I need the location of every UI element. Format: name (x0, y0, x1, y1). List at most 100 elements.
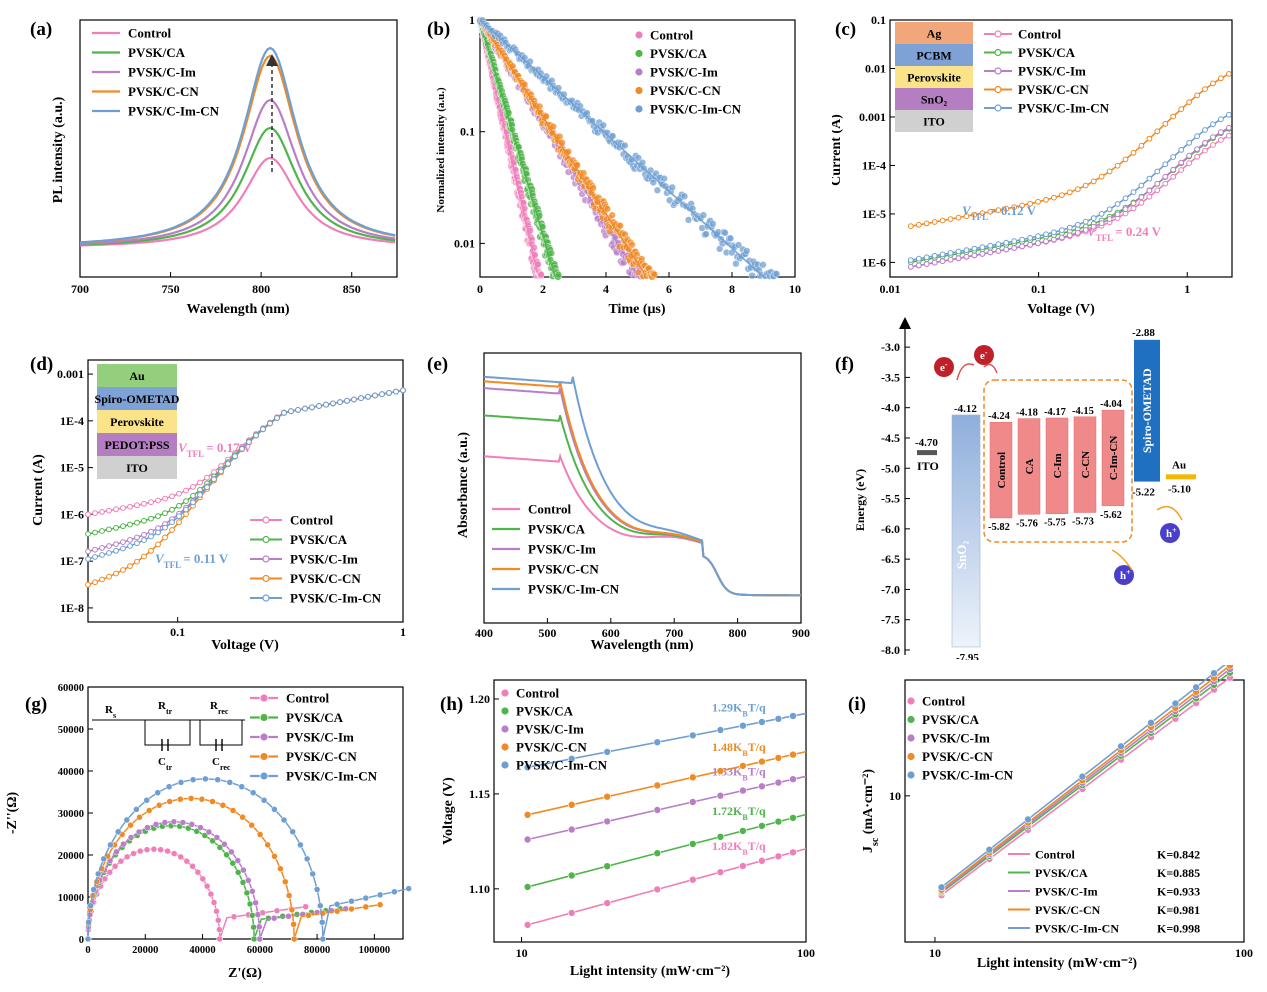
iv-point-pvsk-c-cn (1154, 128, 1161, 135)
legend-label-pvsk-c-im: PVSK/C-Im (290, 552, 358, 567)
panel-label-g: (g) (25, 694, 47, 715)
iv-point-pvsk-c-im-cn (1027, 235, 1034, 241)
plot-frame-d (87, 359, 404, 623)
y-tick-label-h: 1.15 (469, 787, 490, 801)
legend-label-control: Control (286, 691, 329, 706)
x-tick-label-d: 0.1 (170, 625, 185, 639)
band-diagram: -4.70 ITO SnO₂ -4.12 -7.95 Control -4.24 -5.82 C… (915, 327, 1196, 660)
x-tick-label-g: 100000 (359, 945, 391, 956)
layer-cb-c-im-cn: -4.04 (1100, 399, 1123, 410)
iv-point-pvsk-c-cn (1082, 182, 1089, 189)
legend-marker-pvsk-c-cn (500, 742, 510, 752)
legend-label-pvsk-c-cn: PVSK/C-CN (290, 571, 361, 586)
iv-point-pvsk-c-im-cn (316, 403, 322, 409)
iv-point-pvsk-c-im-cn (1170, 154, 1177, 160)
voc-point-pvsk-c-im-cn (523, 763, 532, 772)
nyquist-point-pvsk-c-im-cn (100, 855, 107, 863)
legend-label-pvsk-c-im-cn: PVSK/C-Im-CN (1018, 101, 1110, 116)
nyquist-point-pvsk-c-cn (282, 878, 289, 886)
nyquist-point-pvsk-c-im-cn (260, 797, 268, 804)
equivalent-circuit: Rs Rtr Rrec Ctr Crec (92, 700, 245, 772)
iv-point-pvsk-c-im-cn (995, 241, 1002, 248)
stack-layer-perovskite (97, 410, 177, 433)
nyquist-point-pvsk-c-im (120, 840, 127, 848)
iv-point-pvsk-c-im-cn (1202, 127, 1208, 133)
voc-point-pvsk-c-im-cn (774, 714, 783, 723)
x-axis-label-e: Wavelength (nm) (590, 638, 693, 653)
stack-layer-au (97, 364, 177, 387)
x-tick-label-b: 2 (540, 282, 546, 296)
iv-point-pvsk-c-cn (1011, 204, 1018, 211)
nyquist-point-pvsk-c-im (197, 824, 204, 831)
voc-point-pvsk-ca (567, 871, 576, 880)
y-tick-label-g: 60000 (58, 683, 84, 694)
x-axis-label-c: Voltage (V) (1027, 302, 1095, 317)
y-axis-label-e: Absorbance (a.u.) (456, 432, 471, 539)
iv-point-pvsk-c-cn (923, 220, 930, 227)
iv-point-pvsk-c-cn (106, 573, 112, 580)
y-tick-label-g: 0 (79, 935, 84, 946)
iv-point-pvsk-ca (148, 515, 154, 522)
iv-point-pvsk-c-im (1098, 220, 1105, 227)
nyquist-point-control (194, 868, 202, 876)
stack-layer-ito (895, 110, 973, 132)
nyquist-point-pvsk-c-im (161, 819, 169, 826)
x-tick-label-e: 700 (665, 626, 683, 640)
iv-point-pvsk-c-cn (1122, 156, 1129, 163)
circuit-rrec: Rrec (210, 700, 229, 716)
panel-e: (e) 400 500 600 700 800 900 Control PVSK/CA PVS… (427, 352, 810, 653)
iv-point-pvsk-c-im-cn (365, 393, 371, 400)
stack-layer-spiro-ometad (97, 387, 177, 410)
circuit-capacitors (161, 739, 223, 751)
trpl-fit-pvsk-ca (479, 19, 556, 278)
nyquist-point-pvsk-c-cn (136, 813, 143, 821)
plot-frame-g (87, 686, 404, 940)
x-tick-label-i: 10 (929, 946, 941, 960)
energy-ticks: -3.0 -3.5 -4.0 -4.5 -5.0 -5.5 -6.0 -6.5 -7.0 -7.5… (881, 340, 910, 657)
iv-point-pvsk-c-im-cn (246, 439, 252, 445)
y-tick-label-b: 0.1 (460, 125, 475, 139)
energy-tick-label: -6.0 (881, 522, 900, 536)
iv-point-pvsk-c-im-cn (1011, 238, 1018, 245)
device-stack-d: Au Spiro-OMETAD Perovskite PEDOT:PSS ITO (95, 364, 180, 479)
iv-point-control (134, 502, 140, 509)
nyquist-point-pvsk-c-cn (155, 802, 163, 809)
iv-point-pvsk-c-im-cn (239, 446, 245, 452)
layer-cb-c-cn: -4.15 (1072, 406, 1094, 417)
trpl-point-pvsk-c-im-cn (732, 260, 740, 268)
nyquist-point-pvsk-c-im-cn (391, 888, 398, 896)
legend-marker-pvsk-c-im-cn (634, 104, 644, 114)
nyquist-point-pvsk-c-cn (285, 892, 293, 899)
nyquist-point-pvsk-c-cn (127, 821, 134, 829)
iv-point-pvsk-c-cn (176, 519, 182, 526)
nyquist-point-control (136, 847, 144, 855)
iv-point-pvsk-c-im-cn (931, 252, 938, 259)
legend-label-control: Control (922, 694, 965, 709)
iv-point-pvsk-c-im-cn (1130, 189, 1137, 196)
iv-point-pvsk-c-im-cn (955, 248, 962, 255)
iv-point-pvsk-c-cn (931, 219, 938, 225)
iv-point-pvsk-c-im-cn (358, 395, 364, 401)
iv-point-pvsk-c-im-cn (134, 540, 140, 547)
trpl-fit-pvsk-c-cn (479, 19, 645, 274)
layer-bar-c-im (1045, 417, 1069, 514)
trpl-point-pvsk-c-cn (634, 268, 643, 277)
nyquist-point-control (213, 907, 220, 915)
nyquist-point-pvsk-ca (216, 844, 224, 851)
iv-point-control (148, 499, 154, 506)
voc-point-pvsk-c-im (774, 778, 783, 787)
x-tick-label-b: 4 (603, 282, 609, 296)
iv-point-pvsk-c-cn (1066, 189, 1073, 196)
nyquist-point-pvsk-c-cn (348, 905, 355, 913)
ticks-c: 0.01 0.1 1 1E-6 1E-5 1E-4 0.001 0.01 0.1 (859, 13, 1190, 296)
voc-point-pvsk-c-im (758, 782, 766, 791)
iv-point-pvsk-c-im-cn (176, 513, 182, 520)
au-value: -5.10 (1168, 483, 1191, 495)
legend-i: Control PVSK/CA PVSK/C-Im PVSK/C-CN PVSK/C-I… (906, 694, 1200, 936)
nyquist-point-pvsk-c-cn (288, 906, 296, 914)
iv-point-pvsk-c-im (987, 249, 994, 256)
iv-point-pvsk-ca (169, 506, 175, 513)
trpl-point-pvsk-c-cn (616, 222, 624, 230)
legend-marker-pvsk-c-im-cn (262, 594, 270, 602)
trpl-point-pvsk-c-cn (628, 241, 636, 249)
